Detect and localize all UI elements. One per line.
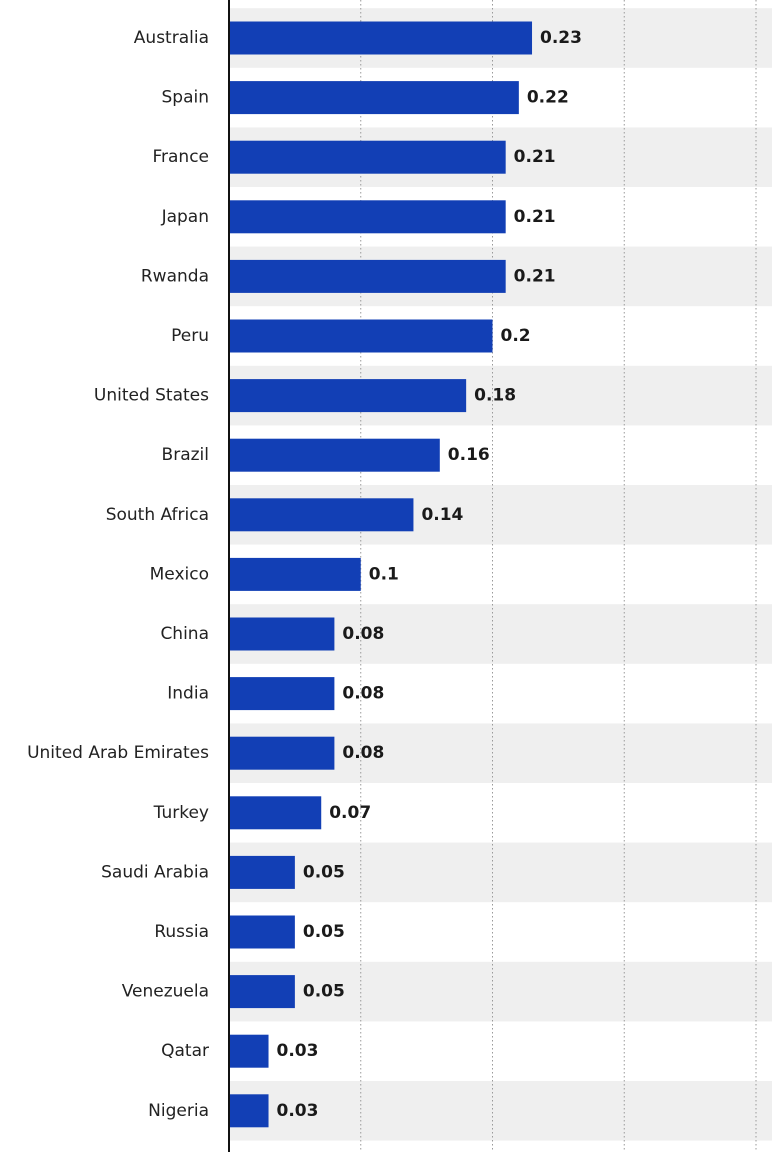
category-label: Spain [162,88,210,108]
bar [229,677,335,711]
bars [229,21,533,1128]
row-band [229,842,772,903]
value-label: 0.1 [369,564,399,584]
bar [229,796,322,830]
category-label: Australia [134,28,209,48]
value-label: 0.22 [527,88,569,108]
category-label: Turkey [153,803,209,823]
category-label: Saudi Arabia [101,862,209,882]
bar [229,259,506,293]
row-band [229,961,772,1022]
bar [229,438,440,472]
bar [229,21,533,55]
value-label: 0.14 [421,505,463,525]
bar [229,915,295,949]
value-label: 0.21 [514,207,556,227]
row-band [229,1081,772,1141]
value-label: 0.08 [342,624,384,644]
value-label: 0.05 [303,862,345,882]
category-label: South Africa [106,505,209,525]
category-label: China [160,624,209,644]
value-label: 0.08 [342,684,384,704]
category-label: Japan [161,207,209,227]
category-label: Peru [171,326,209,346]
category-label: Nigeria [148,1101,209,1121]
category-labels: Australia Spain France Japan Rwanda Peru Unite… [27,28,209,1121]
value-label: 0.21 [514,266,556,286]
value-label: 0.03 [277,1041,319,1061]
value-label: 0.08 [342,743,384,763]
bar [229,319,493,353]
bar [229,81,519,115]
category-label: Rwanda [141,266,209,286]
bar [229,1094,269,1128]
category-label: Qatar [161,1041,209,1061]
bar [229,200,506,234]
bar [229,498,414,532]
category-label: United States [94,386,209,406]
category-label: Russia [154,922,209,942]
bar [229,855,295,889]
category-label: India [167,684,209,704]
value-label: 0.16 [448,445,490,465]
category-label: United Arab Emirates [27,743,209,763]
value-label: 0.18 [474,386,516,406]
bar [229,557,361,591]
category-label: France [152,147,209,167]
bar [229,617,335,651]
bar [229,975,295,1009]
value-labels: 0.23 0.22 0.21 0.21 0.21 0.2 0.18 0.16 0.14 0.1 0.… [277,28,582,1121]
category-label: Venezuela [122,982,209,1002]
category-label: Mexico [150,564,209,584]
value-label: 0.05 [303,922,345,942]
bar [229,736,335,770]
value-label: 0.05 [303,982,345,1002]
value-label: 0.23 [540,28,582,48]
bar [229,379,467,413]
value-label: 0.07 [329,803,371,823]
value-label: 0.03 [277,1101,319,1121]
category-label: Brazil [162,445,209,465]
bar [229,140,506,174]
bar [229,1034,269,1068]
value-label: 0.21 [514,147,556,167]
value-label: 0.2 [501,326,531,346]
